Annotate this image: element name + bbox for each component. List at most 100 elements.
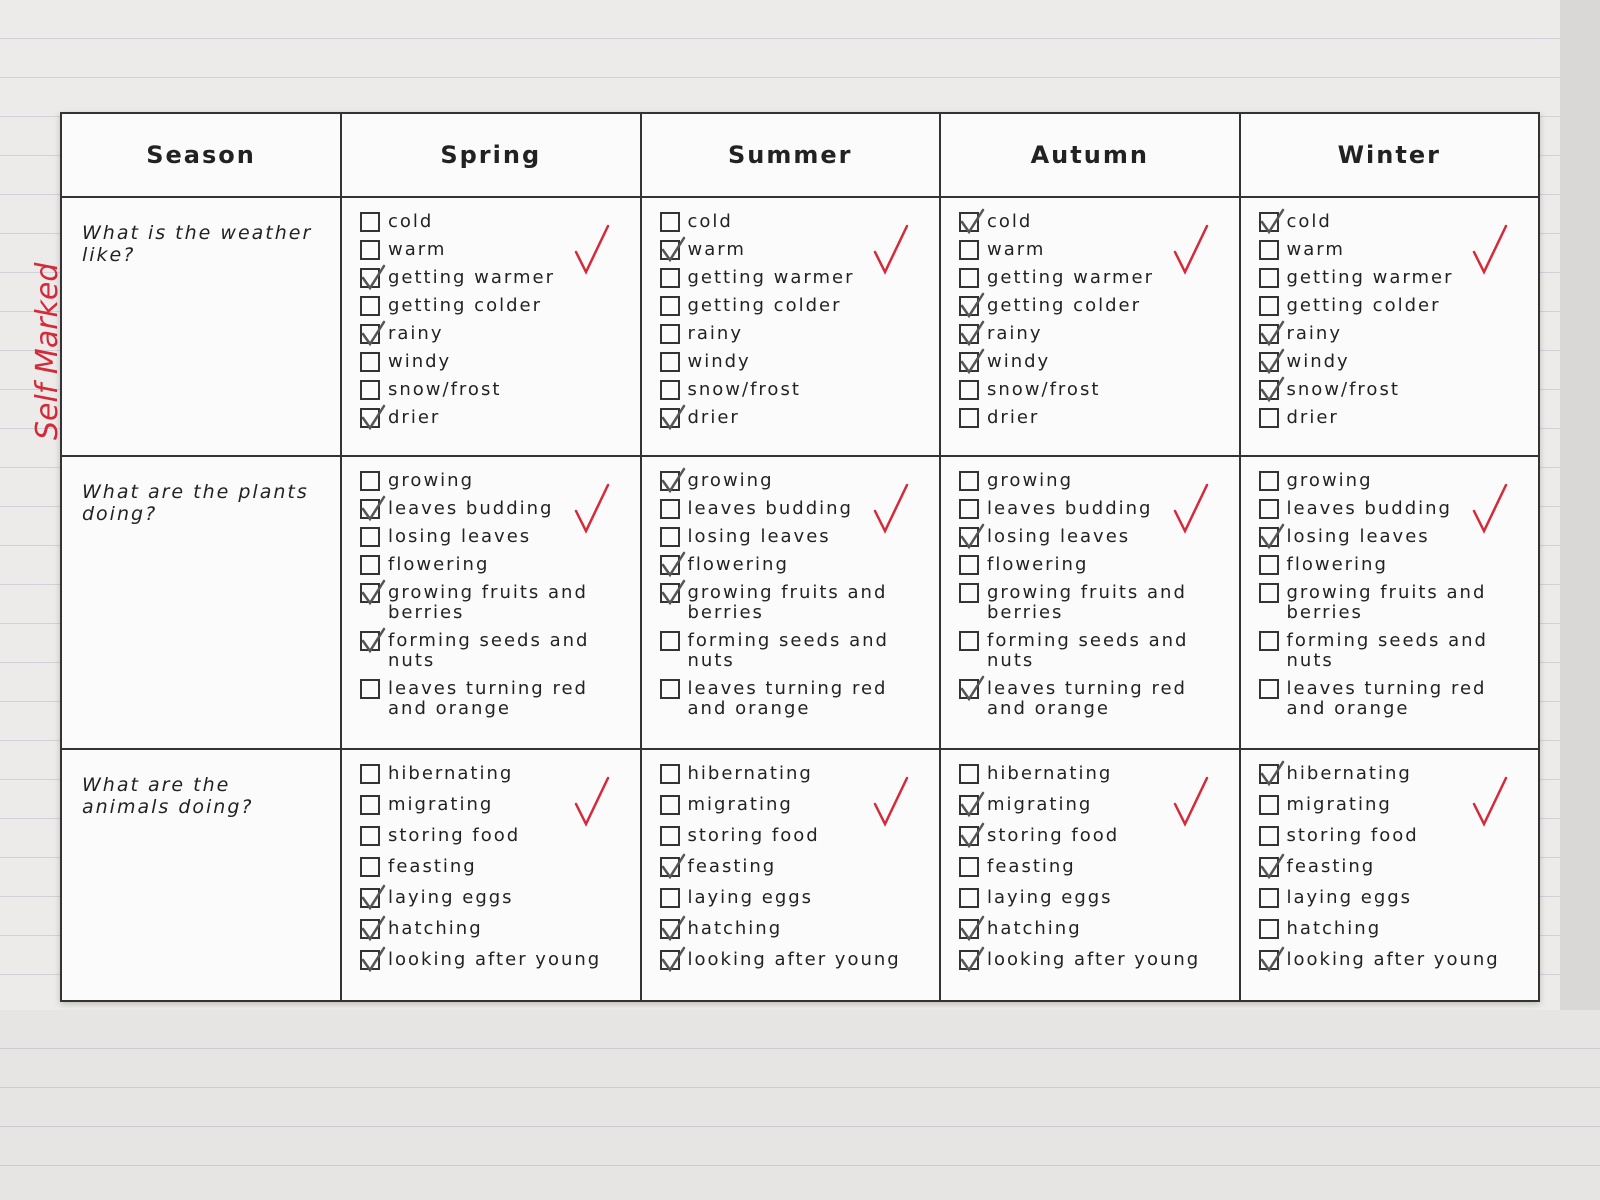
tick bbox=[1260, 760, 1284, 786]
checkbox bbox=[360, 856, 380, 877]
item-label: laying eggs bbox=[987, 886, 1113, 908]
checkbox bbox=[959, 676, 985, 702]
checkbox bbox=[959, 240, 979, 260]
item-label: cold bbox=[987, 211, 1033, 232]
checklist-item: feasting bbox=[959, 855, 1221, 877]
checkbox bbox=[1258, 583, 1279, 604]
checklist-item: windy bbox=[659, 351, 922, 372]
checklist-item: snow/frost bbox=[360, 380, 622, 400]
checklist-item: storing food bbox=[1258, 825, 1521, 846]
teacher-tick bbox=[873, 484, 909, 535]
cell-content: growing leaves budding losing leaves flower… bbox=[360, 471, 622, 719]
checklist-item: windy bbox=[360, 352, 622, 372]
item-label: hibernating bbox=[687, 762, 813, 784]
checklist-item: storing food bbox=[360, 824, 622, 846]
cell-content: hibernating migrating storing food feasting… bbox=[360, 763, 622, 972]
item-label: cold bbox=[687, 211, 733, 232]
checkbox bbox=[1258, 887, 1279, 908]
checklist-item: cold bbox=[1258, 208, 1521, 235]
checkbox bbox=[959, 555, 979, 576]
item-label: growing bbox=[687, 470, 774, 492]
checkbox bbox=[360, 794, 380, 815]
tick bbox=[960, 348, 985, 375]
checkbox bbox=[959, 524, 985, 550]
checklist-item: laying eggs bbox=[1258, 886, 1521, 908]
item-label: laying eggs bbox=[1286, 886, 1413, 908]
item-label: growing bbox=[388, 470, 474, 492]
item-label: looking after young bbox=[987, 948, 1201, 970]
checkbox bbox=[959, 822, 985, 848]
checkbox bbox=[959, 946, 985, 972]
item-label: growing fruits and berries bbox=[1286, 582, 1487, 624]
checklist-item: feasting bbox=[1258, 853, 1521, 879]
item-label: snow/frost bbox=[987, 379, 1101, 400]
item-label: warm bbox=[987, 239, 1046, 260]
item-label: hatching bbox=[687, 917, 783, 939]
checkbox bbox=[1258, 240, 1279, 260]
checklist-item: warm bbox=[1258, 239, 1521, 260]
checklist-item: forming seeds and nuts bbox=[959, 631, 1221, 671]
column-header: Autumn bbox=[939, 112, 1241, 198]
item-label: cold bbox=[1286, 211, 1332, 232]
tick bbox=[361, 320, 386, 347]
checkbox bbox=[959, 763, 979, 784]
item-label: hatching bbox=[1286, 917, 1382, 939]
item-label: storing food bbox=[388, 824, 521, 846]
cell-content: cold warm getting warmer getting colder rain… bbox=[659, 211, 922, 431]
checkbox bbox=[659, 324, 680, 344]
cell-content: cold warm getting warmer getting colder rain… bbox=[959, 208, 1221, 428]
checklist-item: leaves turning red and orange bbox=[959, 676, 1221, 720]
item-label: feasting bbox=[987, 855, 1076, 877]
answer-cell: cold warm getting warmer getting colder rain… bbox=[340, 195, 642, 458]
checkbox bbox=[1258, 296, 1279, 316]
item-label: getting colder bbox=[1286, 295, 1441, 316]
tick bbox=[960, 208, 985, 235]
tick bbox=[361, 628, 386, 654]
item-label: windy bbox=[687, 351, 751, 372]
tick bbox=[960, 676, 985, 702]
checklist-item: growing bbox=[1258, 471, 1521, 492]
checkbox bbox=[360, 296, 380, 316]
item-label: growing fruits and berries bbox=[388, 582, 588, 624]
question: What is the weather like? bbox=[60, 195, 342, 458]
tick bbox=[361, 496, 386, 522]
checkbox bbox=[959, 856, 979, 877]
checkbox bbox=[659, 552, 685, 578]
checklist-item: laying eggs bbox=[959, 886, 1221, 908]
tick bbox=[960, 822, 985, 848]
checklist-item: getting colder bbox=[1258, 295, 1521, 316]
cell-content: growing leaves budding losing leaves flower… bbox=[659, 468, 922, 719]
item-label: getting warmer bbox=[987, 267, 1155, 288]
checklist-item: cold bbox=[959, 208, 1221, 235]
item-label: forming seeds and nuts bbox=[987, 630, 1189, 672]
checkbox bbox=[959, 292, 985, 319]
item-label: leaves turning red and orange bbox=[987, 678, 1187, 720]
checkbox bbox=[1258, 268, 1279, 288]
checklist-item: getting warmer bbox=[360, 264, 622, 291]
item-label: warm bbox=[1286, 239, 1345, 260]
checkbox bbox=[1258, 208, 1284, 235]
checkbox bbox=[360, 264, 386, 291]
checklist-item: looking after young bbox=[959, 946, 1221, 972]
question-row: What is the weather like? cold warm getting… bbox=[60, 195, 1540, 458]
item-label: storing food bbox=[987, 824, 1120, 846]
checklist-item: cold bbox=[659, 211, 922, 232]
tick bbox=[361, 404, 386, 431]
item-label: snow/frost bbox=[687, 379, 801, 400]
checkbox bbox=[1258, 471, 1279, 492]
checkbox bbox=[1258, 320, 1284, 347]
checkbox bbox=[959, 471, 979, 492]
checklist-item: storing food bbox=[959, 822, 1221, 848]
checklist-item: getting colder bbox=[959, 292, 1221, 319]
checklist-item: flowering bbox=[360, 555, 622, 576]
tick bbox=[1260, 208, 1284, 235]
answer-cell: growing leaves budding losing leaves flower… bbox=[639, 455, 941, 750]
item-label: feasting bbox=[388, 855, 477, 877]
checklist-item: losing leaves bbox=[959, 524, 1221, 550]
item-label: getting colder bbox=[987, 295, 1141, 316]
checkbox bbox=[959, 631, 979, 652]
checklist-item: hibernating bbox=[959, 763, 1221, 784]
tick bbox=[361, 580, 386, 606]
notebook-page bbox=[0, 1010, 1600, 1200]
item-label: hibernating bbox=[1286, 762, 1412, 784]
